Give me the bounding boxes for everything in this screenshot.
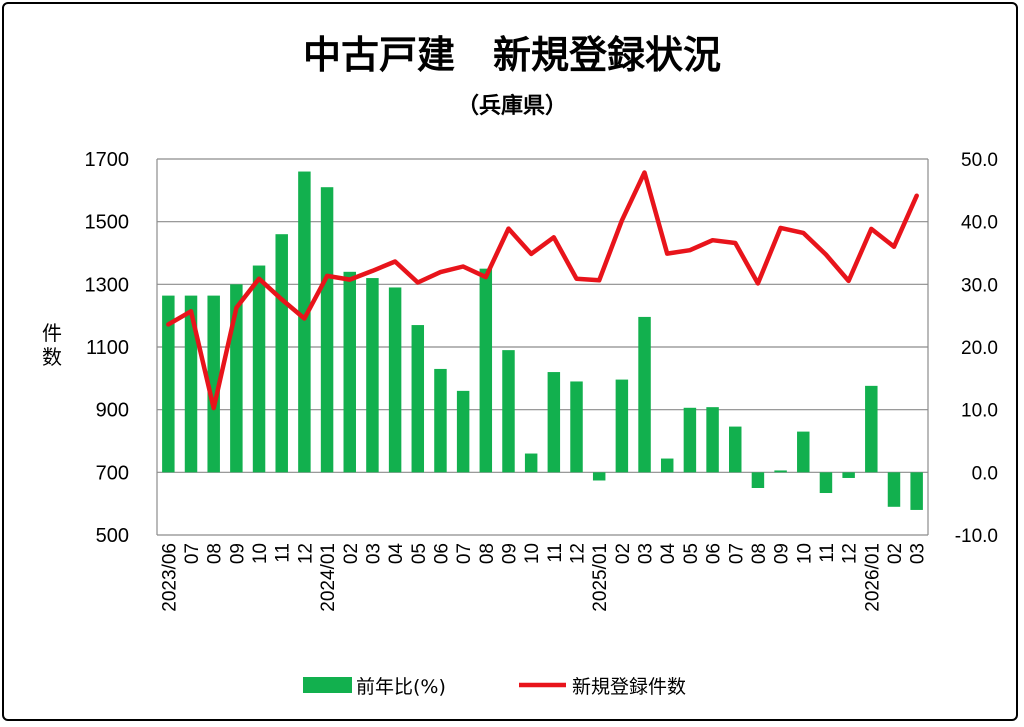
bar	[547, 372, 561, 473]
bar	[207, 295, 220, 473]
bar	[819, 472, 833, 494]
left-tick-label: 1100	[86, 337, 129, 359]
bar	[479, 268, 493, 473]
x-tick-label: 09	[227, 543, 248, 564]
x-tick-label: 03	[636, 543, 657, 564]
left-tick-label: 1700	[85, 149, 130, 171]
left-axis-label: 件数	[42, 321, 62, 369]
bar	[524, 453, 538, 473]
bar	[910, 472, 923, 510]
right-tick-label: 0.0	[972, 463, 998, 484]
bar	[638, 316, 651, 473]
right-tick-label: 20.0	[961, 338, 998, 359]
bar	[729, 426, 742, 473]
bar	[298, 171, 311, 473]
bar	[797, 431, 810, 473]
x-tick-label: 12	[568, 543, 589, 564]
left-axis-label-char: 件	[42, 321, 62, 345]
x-tick-label: 08	[205, 543, 226, 564]
bar	[865, 385, 878, 473]
axes	[156, 159, 929, 536]
bar-series	[162, 171, 923, 510]
right-tick-label: 40.0	[961, 213, 998, 234]
left-axis-label-char: 数	[42, 345, 62, 369]
bar	[887, 472, 901, 507]
registrations-line	[166, 170, 919, 411]
x-tick-label: 04	[658, 543, 679, 565]
bar	[660, 458, 674, 473]
x-tick-label: 07	[454, 543, 475, 564]
bar	[842, 472, 855, 478]
legend: 前年比(%) 新規登録件数	[303, 676, 686, 698]
bar	[570, 381, 583, 473]
x-tick-label: 04	[386, 543, 407, 565]
bar	[751, 472, 765, 488]
left-axis-ticks: 1700 1500 1300 1100 900 700 500	[85, 149, 130, 547]
x-tick-label: 11	[545, 543, 566, 563]
left-tick-label: 900	[96, 400, 129, 422]
bar	[592, 472, 606, 481]
x-tick-label: 05	[409, 543, 430, 564]
x-tick-label: 03	[363, 543, 384, 564]
left-tick-label: 700	[96, 462, 129, 484]
x-tick-label: 08	[749, 543, 770, 564]
bar	[706, 407, 719, 473]
bar	[411, 325, 425, 473]
legend-bar-label: 前年比(%)	[356, 676, 446, 698]
bar	[252, 265, 266, 473]
x-tick-label: 08	[477, 543, 498, 564]
x-tick-label: 11	[817, 543, 838, 563]
x-tick-label: 07	[182, 543, 203, 564]
left-tick-label: 500	[96, 525, 129, 547]
x-tick-label: 03	[908, 543, 929, 564]
chart-subtitle: （兵庫県）	[457, 93, 567, 119]
legend-bar-swatch	[303, 677, 352, 693]
right-tick-label: 50.0	[961, 150, 998, 171]
x-tick-label: 06	[431, 543, 452, 564]
x-tick-label: 12	[295, 543, 316, 564]
bar	[366, 278, 379, 473]
x-tick-label: 05	[681, 543, 702, 564]
x-tick-label: 10	[522, 543, 543, 564]
bar	[388, 287, 402, 473]
x-tick-label: 09	[772, 543, 793, 564]
bar	[456, 390, 470, 473]
bar	[184, 295, 198, 473]
x-tick-label: 2026/01	[862, 543, 883, 612]
right-tick-label: -10.0	[955, 526, 998, 547]
bar	[162, 295, 175, 473]
right-axis-ticks: 50.0 40.0 30.0 20.0 10.0 0.0 -10.0	[955, 150, 998, 547]
x-axis-ticks: 2023/06 07 08 09 10 11 12 2024/01 02 03 04 05 06 07 08…	[159, 543, 928, 612]
x-tick-label: 06	[704, 543, 725, 564]
x-tick-label: 2023/06	[159, 543, 180, 612]
bar	[320, 187, 334, 473]
line-series	[166, 170, 919, 411]
x-tick-label: 02	[885, 543, 906, 564]
x-tick-label: 10	[794, 543, 815, 564]
x-tick-label: 2024/01	[318, 543, 339, 612]
gridlines	[157, 158, 928, 473]
bar	[343, 271, 356, 473]
bar	[774, 470, 787, 473]
legend-line-label: 新規登録件数	[572, 676, 686, 698]
bar	[683, 407, 697, 473]
x-tick-label: 07	[726, 543, 747, 564]
x-tick-label: 12	[840, 543, 861, 564]
x-tick-label: 09	[499, 543, 520, 564]
bar	[502, 350, 515, 473]
x-tick-label: 11	[273, 543, 294, 563]
right-tick-label: 30.0	[961, 275, 998, 296]
bar	[275, 234, 288, 473]
x-tick-label: 02	[613, 543, 634, 564]
bar	[615, 379, 629, 473]
right-tick-label: 10.0	[961, 401, 998, 422]
x-tick-label: 02	[341, 543, 362, 564]
left-tick-label: 1500	[85, 212, 130, 234]
chart-title: 中古戸建 新規登録状況	[303, 33, 721, 77]
bar	[434, 368, 447, 473]
x-tick-label: 2025/01	[590, 543, 611, 612]
x-tick-label: 10	[250, 543, 271, 564]
left-tick-label: 1300	[85, 274, 130, 296]
